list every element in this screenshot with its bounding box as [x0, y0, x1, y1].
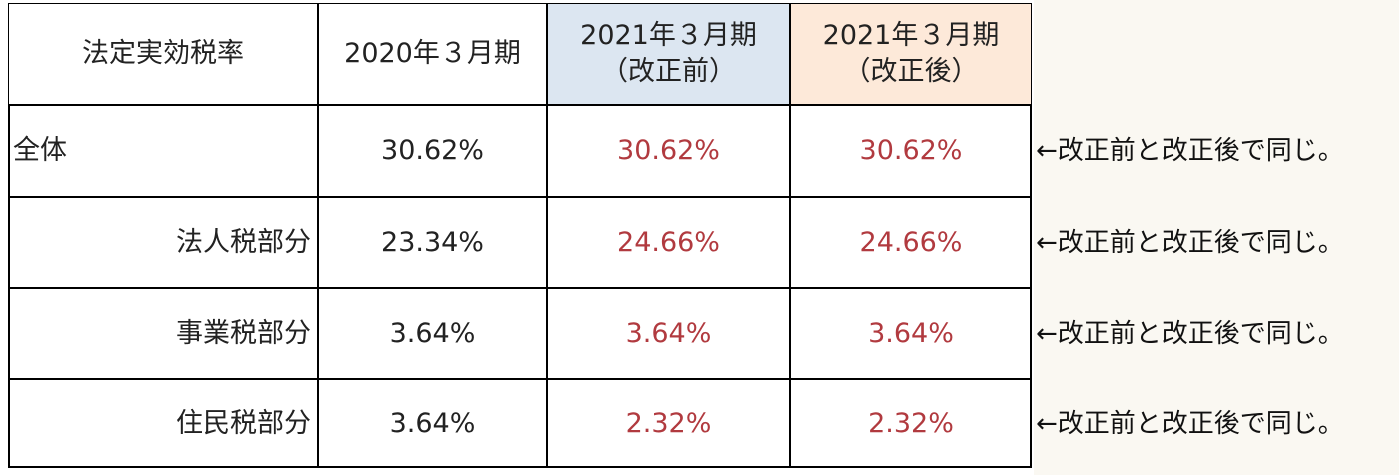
header-text: 2021年３月期: [822, 20, 1000, 51]
note: ←改正前と改正後で同じ。: [1036, 316, 1344, 352]
background: [1034, 0, 1399, 475]
row-label: 全体: [8, 105, 318, 197]
value-cell: 3.64%: [547, 288, 790, 379]
value-cell: 2.32%: [547, 379, 790, 468]
value-cell: 23.34%: [318, 197, 547, 288]
label-text: 住民税部分: [176, 407, 311, 439]
header-text: 2021年３月期: [580, 20, 757, 51]
value-text: 24.66%: [859, 226, 963, 258]
value-text: 3.64%: [868, 317, 954, 349]
label-text: 事業税部分: [176, 317, 311, 349]
label-text: 全体: [13, 135, 67, 166]
label-text: 法人税部分: [176, 226, 311, 258]
note: ←改正前と改正後で同じ。: [1036, 406, 1344, 442]
value-cell: 3.64%: [318, 379, 547, 468]
value-cell: 3.64%: [318, 288, 547, 379]
value-text: 3.64%: [389, 317, 476, 349]
value-cell: 2.32%: [790, 379, 1032, 468]
row-label: 法人税部分: [8, 197, 318, 288]
header-text: （改正前）: [601, 56, 736, 87]
value-cell: 3.64%: [790, 288, 1032, 379]
value-text: 3.64%: [389, 407, 476, 439]
note-text: ←改正前と改正後で同じ。: [1036, 136, 1344, 166]
value-text: 30.62%: [381, 135, 484, 166]
header-text: 2020年３月期: [344, 38, 521, 69]
note-text: ←改正前と改正後で同じ。: [1036, 408, 1344, 439]
value-text: 24.66%: [617, 226, 720, 258]
note-text: ←改正前と改正後で同じ。: [1036, 227, 1344, 258]
value-cell: 30.62%: [318, 105, 547, 197]
note: ←改正前と改正後で同じ。: [1036, 133, 1344, 169]
value-text: 23.34%: [381, 226, 484, 258]
value-cell: 24.66%: [790, 197, 1032, 288]
value-text: 2.32%: [868, 407, 954, 439]
value-text: 30.62%: [859, 135, 963, 166]
value-cell: 30.62%: [547, 105, 790, 197]
header-text: 法定実効税率: [82, 38, 244, 69]
value-text: 30.62%: [617, 135, 720, 166]
header-cell: 2021年３月期 （改正後）: [790, 3, 1032, 105]
row-label: 住民税部分: [8, 379, 318, 468]
note-text: ←改正前と改正後で同じ。: [1036, 318, 1344, 349]
row-label: 事業税部分: [8, 288, 318, 379]
value-cell: 24.66%: [547, 197, 790, 288]
header-cell: 2021年３月期 （改正前）: [547, 3, 790, 105]
value-text: 2.32%: [625, 407, 712, 439]
header-cell: 法定実効税率: [8, 3, 318, 105]
value-cell: 30.62%: [790, 105, 1032, 197]
value-text: 3.64%: [625, 317, 712, 349]
header-cell: 2020年３月期: [318, 3, 547, 105]
header-text: （改正後）: [843, 56, 979, 87]
note: ←改正前と改正後で同じ。: [1036, 225, 1344, 261]
